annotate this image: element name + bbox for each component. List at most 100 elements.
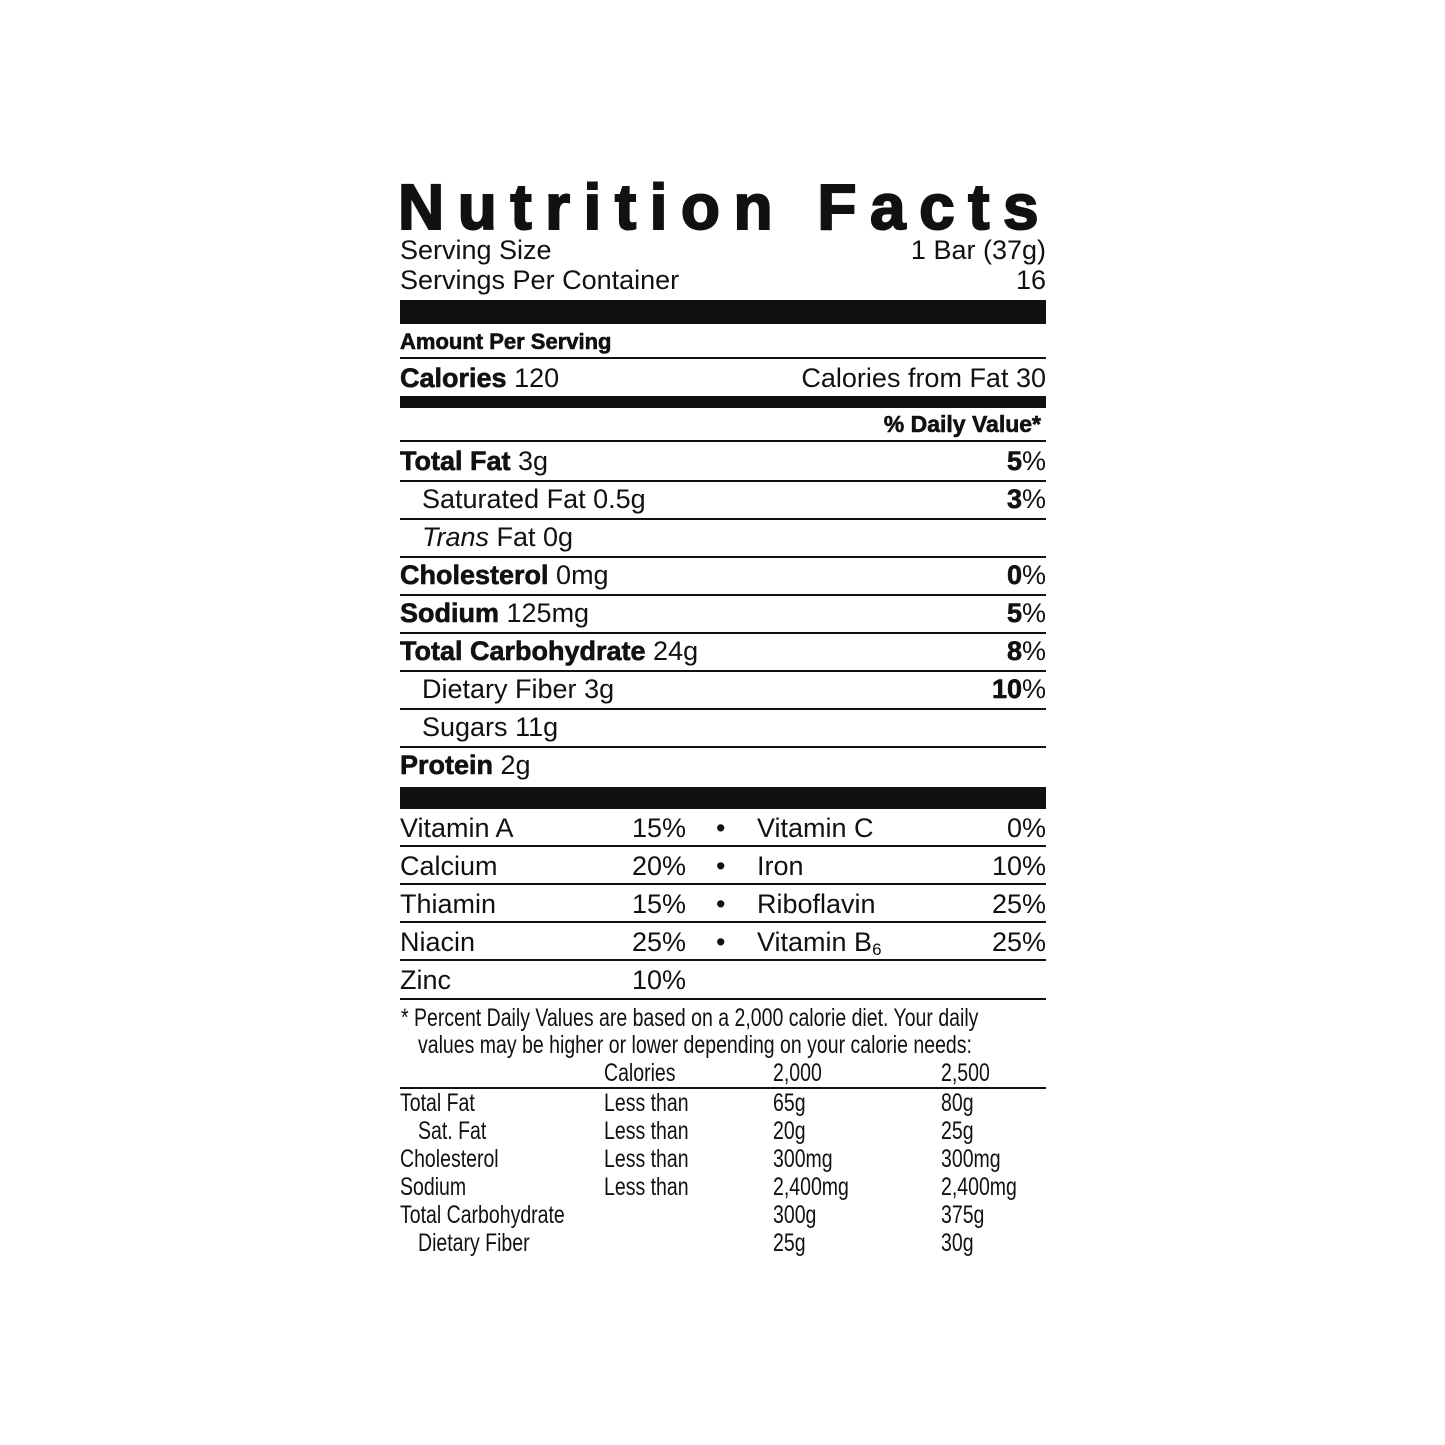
vitamin-name: Niacin	[400, 927, 476, 957]
table-cell: 20g	[773, 1117, 806, 1145]
daily-value-header: % Daily Value*	[883, 411, 1041, 438]
daily-value: 5	[1006, 598, 1023, 629]
percent-sign: %	[1021, 484, 1046, 514]
daily-value-header-row: % Daily Value*	[400, 408, 1046, 440]
table-header: 2,500	[941, 1059, 990, 1087]
table-header: 2,000	[773, 1059, 822, 1087]
nutrient-amount: Fat 0g	[496, 522, 574, 552]
bullet: •	[716, 813, 726, 843]
table-cell: Less than	[604, 1145, 689, 1173]
divider	[400, 632, 1046, 634]
nutrient-amount: 3g	[518, 446, 549, 476]
calories-value: 120	[514, 363, 560, 393]
percent-sign: %	[1021, 636, 1046, 666]
divider	[400, 883, 1046, 885]
vitamin-dv: 10%	[991, 851, 1046, 881]
table-cell: 2,400mg	[941, 1173, 1017, 1201]
nutrient-amount: 0mg	[556, 560, 609, 590]
percent-sign: %	[1021, 560, 1046, 590]
table-cell: Less than	[604, 1089, 689, 1117]
nutrient-name: Saturated Fat	[422, 484, 586, 514]
nutrient-row-total-carbohydrate: Total Carbohydrate 24g 8%	[400, 632, 1046, 670]
nutrient-name: Sodium	[400, 598, 500, 629]
divider	[400, 746, 1046, 748]
divider	[400, 357, 1046, 359]
table-cell: 375g	[941, 1201, 985, 1229]
nutrient-row-cholesterol: Cholesterol 0mg 0%	[400, 556, 1046, 594]
nutrient-amount: 11g	[515, 712, 559, 742]
vitamin-row: Zinc 10%	[400, 961, 1046, 999]
serving-size-row: Serving Size 1 Bar (37g)	[400, 235, 1046, 265]
vitamin-name: Vitamin B6	[757, 923, 882, 969]
divider	[400, 670, 1046, 672]
bullet: •	[716, 889, 726, 919]
calories-from-fat: Calories from Fat 30	[801, 363, 1046, 393]
table-cell: 25g	[941, 1117, 974, 1145]
vitamin-subscript: 6	[872, 940, 882, 959]
divider	[400, 594, 1046, 596]
percent-sign: %	[1021, 674, 1046, 704]
divider	[400, 440, 1046, 442]
vitamin-dv: 25%	[991, 889, 1046, 919]
vitamin-name: Vitamin C	[757, 813, 874, 843]
divider	[400, 556, 1046, 558]
nutrient-row-sodium: Sodium 125mg 5%	[400, 594, 1046, 632]
divider	[400, 921, 1046, 923]
vitamin-name: Vitamin A	[400, 813, 514, 843]
vitamin-dv: 15%	[631, 813, 686, 843]
divider	[400, 480, 1046, 482]
table-cell: Sodium	[400, 1173, 467, 1201]
nutrient-name: Total Fat	[400, 446, 511, 477]
calories-label: Calories	[400, 363, 507, 394]
divider	[400, 845, 1046, 847]
table-cell: Dietary Fiber	[418, 1229, 530, 1257]
vitamin-name: Riboflavin	[757, 889, 876, 919]
daily-value: 3	[1006, 484, 1023, 515]
divider	[400, 1087, 1046, 1089]
label-title: Nutrition Facts	[397, 171, 1053, 243]
servings-per-container-row: Servings Per Container 16	[400, 265, 1046, 295]
table-cell: Less than	[604, 1173, 689, 1201]
table-cell: Sat. Fat	[418, 1117, 487, 1145]
table-cell: Less than	[604, 1117, 689, 1145]
footnote-line-2: values may be higher or lower depending …	[418, 1031, 972, 1059]
vitamin-row: Calcium 20% • Iron 10%	[400, 847, 1046, 885]
nutrient-amount: 24g	[653, 636, 699, 666]
vitamin-dv: 20%	[631, 851, 686, 881]
nutrient-row-saturated-fat: Saturated Fat 0.5g 3%	[400, 480, 1046, 518]
table-cell: 2,400mg	[773, 1173, 849, 1201]
vitamin-name-text: Vitamin B	[757, 927, 873, 957]
table-cell: 30g	[941, 1229, 974, 1257]
daily-value: 8	[1006, 636, 1023, 667]
vitamin-row: Niacin 25% • Vitamin B6 25%	[400, 923, 1046, 961]
vitamin-dv: 25%	[991, 927, 1046, 957]
nutrient-row-sugars: Sugars 11g	[400, 708, 1046, 746]
nutrient-name: Trans	[422, 522, 490, 552]
nutrient-row-trans-fat: Trans Fat 0g	[400, 518, 1046, 556]
serving-size-label: Serving Size	[400, 235, 552, 265]
nutrient-name: Sugars	[422, 712, 508, 742]
amount-per-serving: Amount Per Serving	[400, 329, 612, 355]
daily-value: 10	[991, 674, 1023, 705]
vitamin-name: Thiamin	[400, 889, 497, 919]
table-cell: 65g	[773, 1089, 806, 1117]
footnote-line-1: * Percent Daily Values are based on a 2,…	[401, 1004, 979, 1032]
vitamin-name: Zinc	[400, 965, 452, 995]
vitamin-name: Calcium	[400, 851, 498, 881]
daily-value: 0	[1006, 560, 1023, 591]
thick-divider	[400, 300, 1046, 324]
vitamin-dv: 15%	[631, 889, 686, 919]
bullet: •	[716, 927, 726, 957]
table-cell: 300mg	[773, 1145, 833, 1173]
table-cell: Total Carbohydrate	[400, 1201, 565, 1229]
vitamin-dv: 25%	[631, 927, 686, 957]
daily-value: 5	[1006, 446, 1023, 477]
vitamin-dv: 0%	[1006, 813, 1046, 843]
servings-per-container-value: 16	[1015, 265, 1046, 295]
nutrient-name: Total Carbohydrate	[400, 636, 646, 667]
table-cell: 300g	[773, 1201, 817, 1229]
nutrient-row-total-fat: Total Fat 3g 5%	[400, 442, 1046, 480]
serving-size-value: 1 Bar (37g)	[910, 235, 1046, 265]
table-cell: 300mg	[941, 1145, 1001, 1173]
table-cell: 25g	[773, 1229, 806, 1257]
